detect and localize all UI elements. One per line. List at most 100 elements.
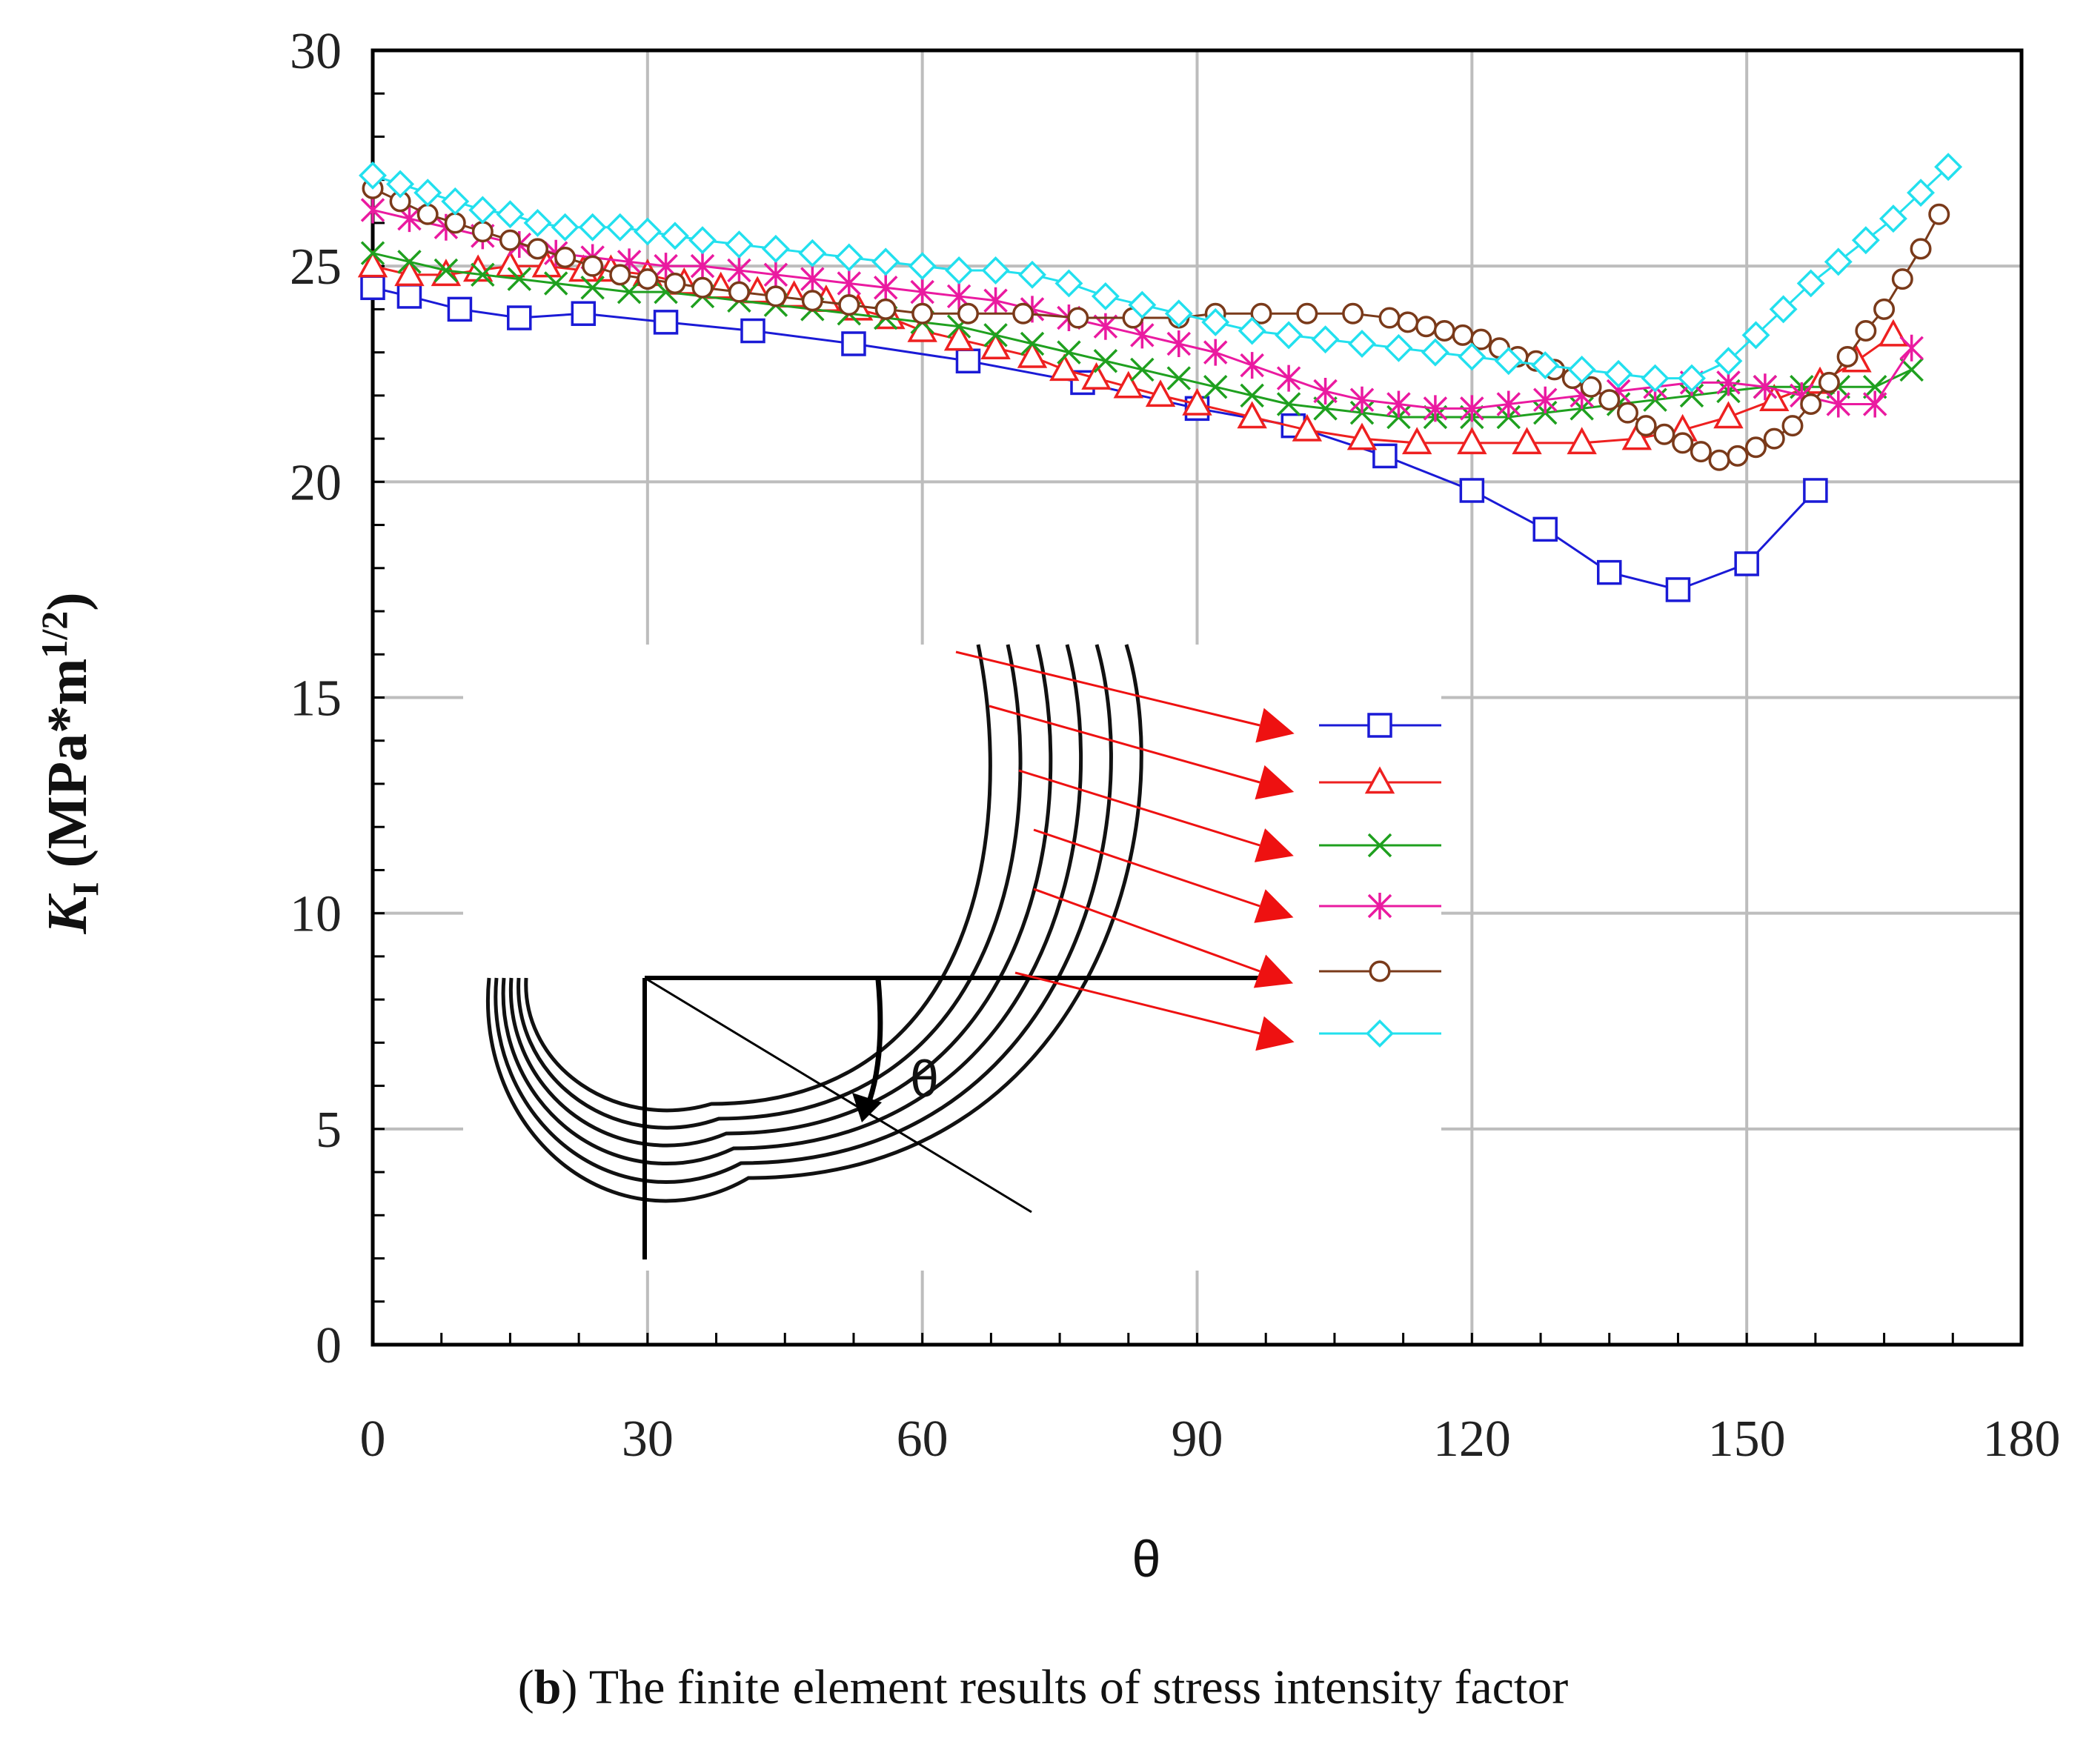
series-line	[372, 264, 1894, 445]
data-point-triangle	[1512, 427, 1542, 455]
data-point-circle	[1067, 307, 1089, 329]
x-tick-label: 90	[1172, 1411, 1223, 1468]
data-point-circle	[1580, 376, 1602, 398]
tick-labels: 0 30 60 90 120 150 180 0 5 10 15 20 25 30	[290, 23, 2061, 1468]
data-point-circle	[1378, 307, 1401, 329]
data-point-circle	[1745, 436, 1767, 459]
data-point-star	[1276, 365, 1301, 392]
theta-arc-arrow	[864, 979, 883, 1109]
data-point-circle	[1616, 402, 1638, 424]
y-axis-unit-superscript: 1/2	[33, 611, 75, 659]
data-point-circle	[1928, 203, 1950, 225]
pointer-arrowhead	[1255, 1016, 1295, 1051]
data-point-x	[580, 276, 605, 300]
legend-entry-crack-front-5	[1319, 960, 1441, 982]
pointer-arrow-line	[989, 705, 1260, 784]
legend-entry-crack-front-3	[1319, 833, 1441, 858]
data-point-circle	[801, 290, 823, 312]
legend-entry-crack-front-6	[1319, 1019, 1441, 1048]
data-point-diamond	[1128, 290, 1157, 319]
data-point-diamond	[386, 170, 415, 199]
data-point-diamond	[441, 187, 470, 216]
data-point-x	[397, 250, 422, 274]
data-point-diamond	[551, 213, 579, 242]
pointer-arrowhead	[1254, 889, 1294, 923]
y-axis-title: KI (MPa*m1/2)	[33, 592, 106, 934]
data-point-diamond	[1201, 307, 1230, 336]
data-point-square	[507, 305, 532, 330]
data-point-diamond	[761, 234, 790, 263]
data-point-diamond	[1054, 269, 1083, 298]
crack-front-arc	[508, 644, 1053, 1148]
data-point-circle	[1910, 238, 1932, 260]
x-tick-label: 60	[897, 1411, 949, 1468]
x-tick-label: 150	[1708, 1411, 1786, 1468]
data-point-x	[1203, 374, 1228, 399]
data-point-diamond	[1741, 321, 1770, 350]
data-point-diamond	[834, 243, 863, 272]
data-point-triangle	[1401, 427, 1432, 455]
data-point-triangle	[495, 250, 525, 278]
legend-marker-circle	[1369, 960, 1391, 982]
caption-text: The finite element results of stress int…	[588, 1660, 1569, 1714]
data-point-circle	[1891, 268, 1913, 290]
data-point-square	[740, 318, 765, 344]
data-point-circle	[664, 272, 686, 294]
legend-entry-crack-front-1	[1319, 713, 1441, 738]
plot-frame	[371, 48, 2024, 1347]
data-point-triangle	[1049, 353, 1080, 382]
pointer-arrowhead	[1253, 954, 1294, 988]
data-point-star	[360, 196, 385, 224]
data-point-circle	[1397, 311, 1419, 333]
data-point-star	[983, 287, 1008, 314]
data-point-star	[763, 261, 788, 288]
data-point-circle	[728, 281, 750, 303]
legend-marker-triangle	[1364, 766, 1395, 794]
caption-tag: b	[534, 1660, 562, 1714]
data-point-triangle	[1017, 340, 1048, 368]
data-point-circle	[1873, 298, 1896, 320]
data-point-circle	[1855, 320, 1877, 342]
data-point-diamond	[1851, 226, 1880, 255]
data-point-circle	[1342, 302, 1364, 324]
figure-caption: (b) The finite element results of stress…	[517, 1660, 1569, 1714]
data-point-triangle	[1567, 427, 1597, 455]
data-point-circle	[444, 212, 466, 234]
data-point-square	[1803, 478, 1828, 503]
data-point-diamond	[1458, 342, 1487, 371]
data-point-triangle	[1346, 422, 1378, 450]
data-point-diamond	[1678, 364, 1706, 393]
data-point-circle	[691, 276, 714, 299]
data-point-diamond	[1164, 299, 1193, 328]
x-tick-label: 0	[360, 1411, 386, 1468]
data-point-diamond	[1824, 247, 1853, 276]
data-point-x	[983, 323, 1008, 347]
y-tick-label: 25	[290, 239, 342, 296]
data-point-circle	[911, 302, 934, 324]
data-point-star	[837, 270, 862, 297]
crack-front-arcs	[485, 644, 1143, 1203]
data-point-square	[1734, 551, 1759, 576]
data-point-circle	[1836, 345, 1859, 367]
data-point-triangle	[980, 332, 1011, 360]
pointer-arrows	[955, 650, 1295, 1051]
legend-entry-crack-front-2	[1319, 766, 1441, 794]
data-point-diamond	[981, 256, 1010, 284]
data-point-diamond	[468, 196, 497, 224]
pointer-arrow-line	[1033, 888, 1260, 973]
data-point-diamond	[523, 208, 552, 237]
y-tick-label: 15	[290, 670, 342, 728]
data-point-circle	[1800, 393, 1822, 416]
data-point-triangle	[394, 259, 425, 287]
data-point-diamond	[1421, 338, 1449, 367]
data-point-triangle	[943, 323, 974, 351]
data-point-star	[910, 279, 934, 306]
data-point-triangle	[1713, 401, 1744, 429]
data-point-square	[1665, 577, 1691, 602]
data-point-triangle	[431, 259, 462, 287]
data-point-diamond	[725, 230, 754, 259]
data-point-x	[1093, 349, 1118, 373]
data-point-triangle	[1081, 362, 1112, 390]
data-point-diamond	[1604, 359, 1633, 388]
